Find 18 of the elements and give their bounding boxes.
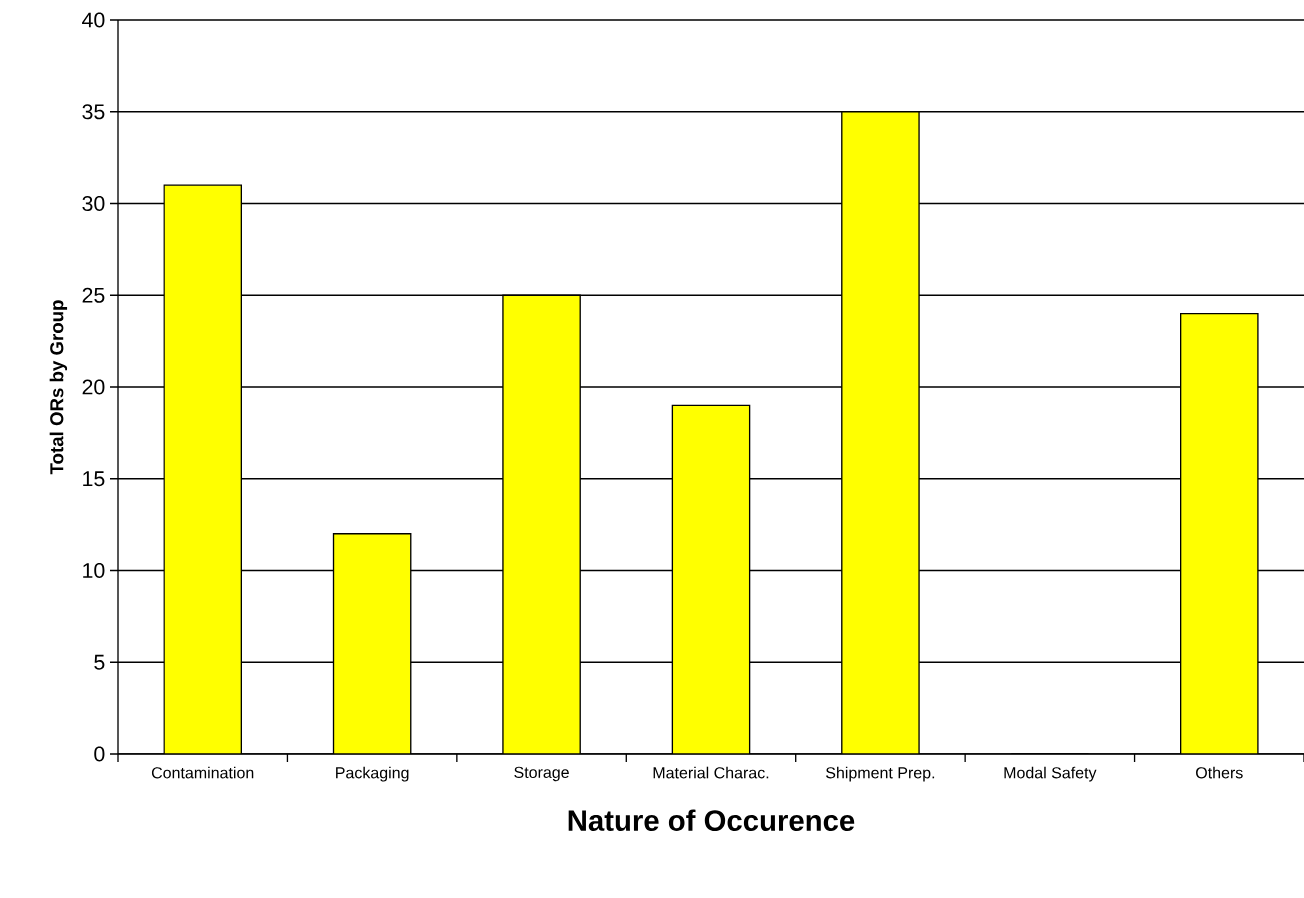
x-tick-label: Others	[1196, 766, 1243, 779]
x-tick-label: Modal Safety	[1004, 766, 1097, 782]
y-tick-label: 5	[94, 654, 105, 670]
y-tick-label: 30	[82, 195, 105, 212]
x-axis-title: Nature of Occurence	[568, 809, 855, 831]
y-tick-label: 15	[83, 471, 105, 487]
y-tick-label: 35	[82, 104, 105, 120]
y-axis-title: Total ORs by Group	[49, 300, 68, 475]
y-tick-label: 10	[83, 562, 105, 579]
x-tick-label: Contamination	[151, 766, 254, 779]
y-tick-label: 0	[94, 746, 105, 762]
x-tick-label: Packaging	[336, 766, 409, 782]
x-tick-label: Material Charac.	[653, 766, 769, 779]
x-tick-label: Shipment Prep.	[826, 766, 935, 782]
y-tick-label: 40	[82, 12, 105, 28]
y-tick-label: 25	[82, 287, 105, 303]
y-tick-label: 20	[82, 379, 105, 395]
x-tick-label: Storage	[514, 766, 569, 782]
